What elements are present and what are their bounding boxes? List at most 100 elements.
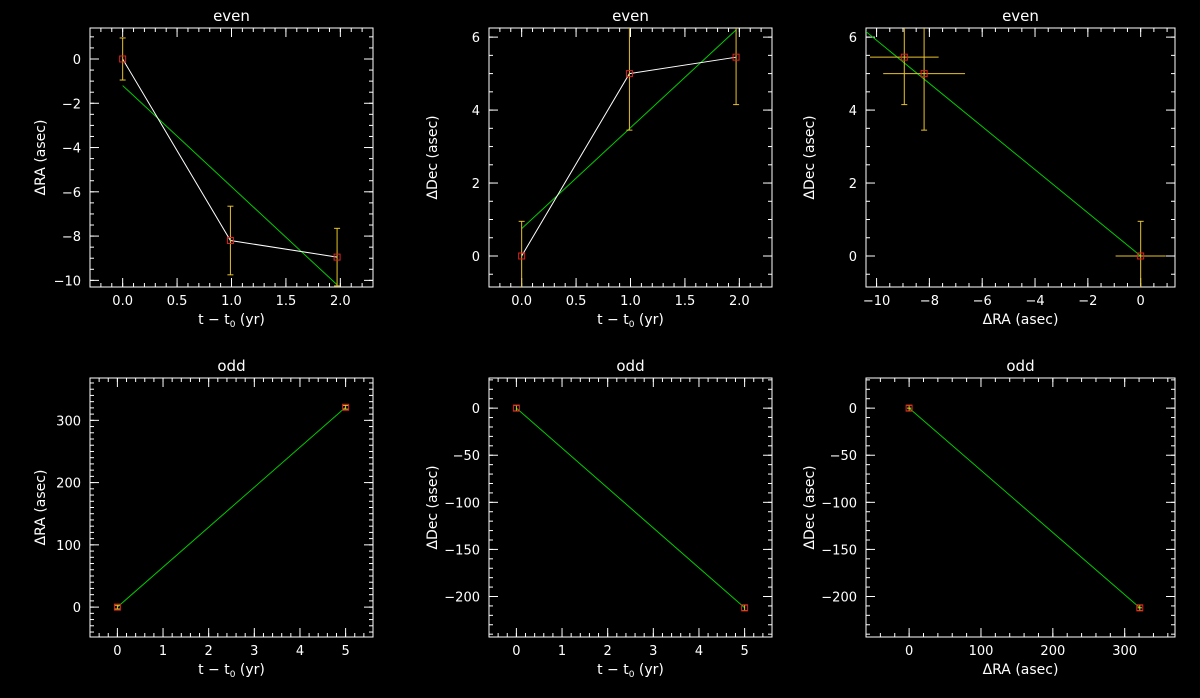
fit-line <box>908 407 1141 609</box>
y-tick-label: −200 <box>444 591 480 606</box>
plot-frame <box>865 27 1176 288</box>
x-tick-label: 0.5 <box>566 294 587 309</box>
plot-frame <box>488 377 773 638</box>
y-tick-label: −100 <box>444 496 480 511</box>
x-tick-label: 1.5 <box>675 294 696 309</box>
data-point <box>625 70 633 78</box>
x-tick-label: 1.0 <box>221 294 242 309</box>
x-tick-label: 1 <box>159 644 167 659</box>
data-point <box>920 70 928 78</box>
y-tick-label: −10 <box>54 274 81 289</box>
y-tick-label: −50 <box>453 449 480 464</box>
x-axis-label: t − t0 (yr) <box>597 662 664 680</box>
x-tick-label: 2 <box>205 644 213 659</box>
fit-line <box>117 406 346 608</box>
data-point <box>333 253 341 261</box>
y-tick-label: 4 <box>849 104 857 119</box>
x-axis-label-main: t − t <box>597 662 629 678</box>
x-tick-label: 0 <box>1137 294 1145 309</box>
data-point <box>119 55 127 63</box>
x-tick-label: 0 <box>113 644 121 659</box>
data-layer <box>512 404 749 612</box>
data-point <box>1137 252 1145 260</box>
x-axis-label: ΔRA (asec) <box>983 312 1059 328</box>
y-axis-label: ΔDec (asec) <box>802 465 818 549</box>
x-tick-label: 0.0 <box>511 294 532 309</box>
x-axis-label-subscript: 0 <box>629 320 635 330</box>
data-layer <box>518 28 740 287</box>
x-tick-label: −6 <box>973 294 992 309</box>
x-tick-label: 4 <box>695 644 703 659</box>
data-point <box>342 403 350 411</box>
data-layer <box>113 403 350 611</box>
data-line <box>521 56 737 257</box>
panel-title: even <box>612 7 649 25</box>
y-axis-label: ΔRA (asec) <box>33 120 49 196</box>
panel-title: odd <box>616 357 644 375</box>
y-axis-label: ΔRA (asec) <box>33 470 49 546</box>
data-point <box>518 252 526 260</box>
y-tick-label: −100 <box>821 496 857 511</box>
y-tick-label: −150 <box>444 543 480 558</box>
x-tick-label: 2.0 <box>330 294 351 309</box>
data-layer <box>119 37 341 287</box>
x-tick-label: 5 <box>740 644 748 659</box>
data-point <box>226 237 234 245</box>
y-tick-label: 6 <box>472 31 480 46</box>
y-tick-label: 300 <box>56 414 81 429</box>
plot-frame <box>865 377 1176 638</box>
y-tick-label: −150 <box>821 543 857 558</box>
x-tick-label: 0 <box>512 644 520 659</box>
data-point <box>1136 604 1144 612</box>
y-tick-label: −8 <box>62 230 81 245</box>
x-axis-label-main: ΔRA (asec) <box>983 662 1059 678</box>
panel-title: odd <box>217 357 245 375</box>
y-axis-label: ΔDec (asec) <box>425 115 441 199</box>
x-tick-label: 0.5 <box>167 294 188 309</box>
data-layer <box>866 28 1166 287</box>
x-tick-label: 5 <box>341 644 349 659</box>
x-tick-label: 200 <box>1040 644 1065 659</box>
data-line <box>122 58 338 258</box>
fit-line <box>122 85 338 286</box>
x-axis-label: ΔRA (asec) <box>983 662 1059 678</box>
x-tick-label: −2 <box>1078 294 1097 309</box>
data-point <box>900 53 908 61</box>
plot-frame <box>488 27 773 288</box>
x-tick-label: 0 <box>905 644 913 659</box>
x-axis-label-unit: (yr) <box>235 662 264 678</box>
x-axis-label-subscript: 0 <box>230 320 236 330</box>
x-axis-label: t − t0 (yr) <box>198 312 265 330</box>
data-point <box>113 603 121 611</box>
fit-line <box>521 29 737 230</box>
y-tick-label: 0 <box>73 601 81 616</box>
x-axis-label-unit: (yr) <box>235 312 264 328</box>
x-axis-label-subscript: 0 <box>629 670 635 680</box>
x-axis-label-main: ΔRA (asec) <box>983 312 1059 328</box>
y-tick-label: 0 <box>472 402 480 417</box>
x-tick-label: 3 <box>250 644 258 659</box>
y-axis-label: ΔDec (asec) <box>802 115 818 199</box>
y-tick-label: 2 <box>472 177 480 192</box>
y-tick-label: −4 <box>62 142 81 157</box>
y-tick-label: 0 <box>73 53 81 68</box>
y-tick-label: −200 <box>821 591 857 606</box>
x-tick-label: 1.0 <box>620 294 641 309</box>
x-tick-label: 300 <box>1112 644 1137 659</box>
x-tick-label: 3 <box>649 644 657 659</box>
panel-title: odd <box>1006 357 1034 375</box>
panel-title: even <box>213 7 250 25</box>
x-tick-label: 2 <box>604 644 612 659</box>
x-tick-label: 1 <box>558 644 566 659</box>
x-axis-label: t − t0 (yr) <box>198 662 265 680</box>
x-tick-label: 1.5 <box>276 294 297 309</box>
x-tick-label: −4 <box>1025 294 1044 309</box>
fit-line <box>866 31 1141 257</box>
x-axis-label-unit: (yr) <box>634 312 663 328</box>
x-axis-label-subscript: 0 <box>230 670 236 680</box>
y-tick-label: −50 <box>830 449 857 464</box>
